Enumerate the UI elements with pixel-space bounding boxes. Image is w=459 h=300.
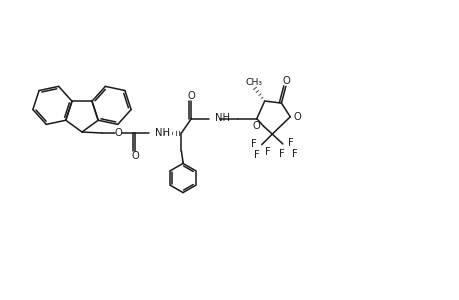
Text: F: F bbox=[264, 147, 270, 157]
Text: F: F bbox=[291, 149, 297, 159]
Text: F: F bbox=[287, 138, 293, 148]
Text: NH: NH bbox=[214, 113, 230, 123]
Text: O: O bbox=[114, 128, 122, 138]
Text: F: F bbox=[279, 149, 284, 159]
Text: F: F bbox=[253, 150, 259, 160]
Text: O: O bbox=[187, 91, 195, 100]
Text: O: O bbox=[282, 76, 290, 86]
Text: F: F bbox=[250, 139, 256, 149]
Text: NH: NH bbox=[155, 128, 169, 137]
Text: CH₃: CH₃ bbox=[245, 78, 262, 87]
Text: O: O bbox=[131, 151, 139, 161]
Text: O: O bbox=[252, 121, 260, 131]
Text: O: O bbox=[293, 112, 301, 122]
